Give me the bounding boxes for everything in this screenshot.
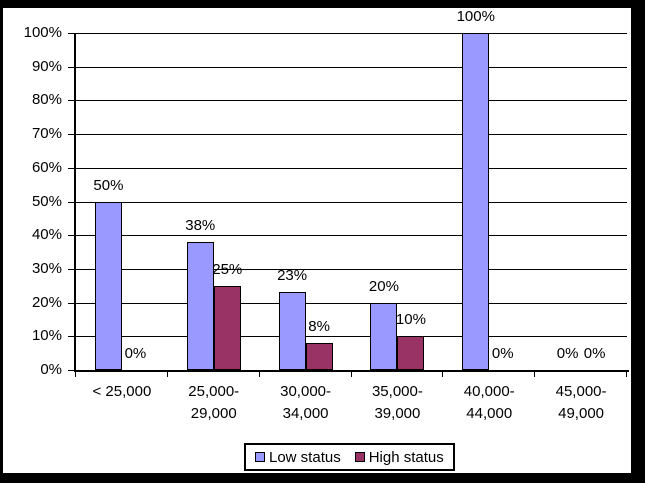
y-tick [68, 201, 74, 203]
y-tick [68, 370, 74, 371]
legend-swatch-low-status [255, 452, 265, 462]
bar-low-status [94, 201, 122, 370]
gridline [76, 336, 627, 338]
legend-label: Low status [269, 448, 341, 466]
y-tick [68, 167, 74, 169]
data-label-low-status: 100% [456, 8, 495, 25]
data-label-low-status: 20% [368, 277, 399, 295]
bar-low-status [462, 33, 490, 370]
x-tick [75, 372, 76, 377]
y-tick [68, 235, 74, 237]
gridline [76, 134, 627, 136]
y-axis-label: 50% [31, 192, 62, 210]
data-label-high-status: 0% [491, 345, 514, 362]
bar-high-status [397, 336, 425, 370]
gridline [76, 66, 627, 68]
gridline [76, 201, 627, 203]
y-axis-line [74, 33, 76, 372]
legend: Low status High status [244, 443, 455, 471]
gridline [76, 167, 627, 169]
x-tick [166, 372, 168, 377]
plot-area: 50% 38% 23% 20% 100% 0% 0% 25% 8% 10% 0% 0% [76, 9, 627, 370]
y-tick [68, 336, 74, 338]
x-tick [626, 372, 627, 377]
data-label-high-status: 0% [583, 345, 606, 362]
y-axis-label: 40% [31, 226, 62, 244]
gridline [76, 302, 627, 304]
y-tick [68, 100, 74, 102]
x-tick [534, 372, 536, 377]
bar-low-status [370, 302, 398, 370]
data-label-high-status: 25% [212, 260, 243, 278]
y-axis-label: 100% [23, 24, 62, 41]
y-axis-label: 10% [31, 327, 62, 345]
y-axis-label: 90% [31, 57, 62, 75]
y-tick [68, 268, 74, 270]
legend-item-low-status: Low status [255, 449, 341, 466]
data-label-low-status: 0% [556, 345, 579, 362]
x-axis-label: 30,000- 34,000 [280, 383, 331, 422]
data-label-high-status: 0% [124, 345, 147, 362]
y-axis-label: 0% [40, 361, 62, 378]
y-axis-label: 30% [31, 259, 62, 277]
y-tick [68, 134, 74, 136]
x-axis-label: 40,000- 44,000 [463, 383, 515, 422]
legend-item-high-status: High status [354, 448, 444, 466]
bar-high-status [213, 285, 241, 370]
x-axis-label: < 25,000 [92, 383, 152, 400]
legend-swatch-high-status [354, 452, 365, 462]
gridline [76, 33, 627, 34]
y-axis-label: 70% [31, 125, 62, 143]
y-axis-label: 60% [31, 158, 62, 176]
x-axis-line [74, 370, 629, 372]
y-axis-label: 20% [31, 293, 62, 311]
data-label-high-status: 10% [395, 311, 426, 329]
x-axis-label: 35,000- 39,000 [371, 383, 423, 422]
y-tick [68, 33, 74, 34]
y-tick [68, 302, 74, 304]
y-axis-label: 80% [31, 91, 62, 109]
x-axis-label: 45,000- 49,000 [555, 383, 607, 422]
data-label-low-status: 50% [93, 176, 124, 194]
gridline [76, 268, 627, 270]
gridline [76, 235, 627, 237]
x-tick [442, 372, 444, 377]
x-tick [350, 372, 352, 377]
data-label-low-status: 23% [277, 267, 308, 285]
bar-low-status [186, 241, 214, 370]
data-label-low-status: 38% [185, 216, 216, 234]
x-axis-label: 25,000- 29,000 [188, 383, 240, 422]
y-tick [68, 66, 74, 68]
x-tick [258, 372, 260, 377]
data-label-high-status: 8% [308, 318, 330, 336]
bar-low-status [278, 292, 306, 370]
legend-label: High status [368, 448, 444, 466]
bar-chart: 50% 38% 23% 20% 100% 0% 0% 25% 8% 10% 0% 0% 0% 10% 20… [3, 8, 631, 473]
bar-high-status [305, 343, 333, 370]
gridline [76, 100, 627, 102]
